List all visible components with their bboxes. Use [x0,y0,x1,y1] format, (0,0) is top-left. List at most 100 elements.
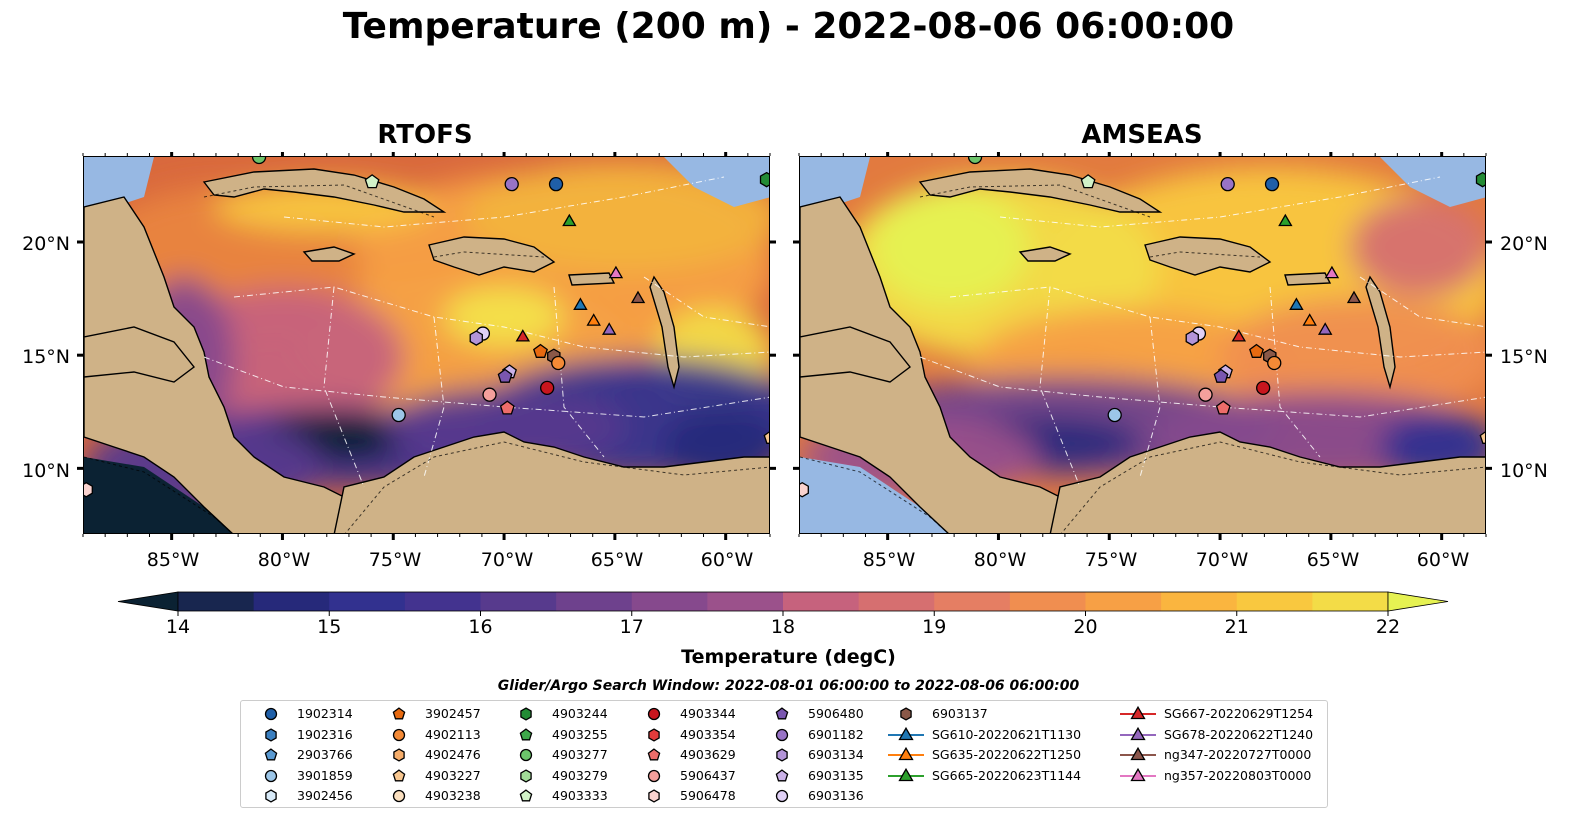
circle-marker-icon [264,769,278,783]
platform-marker[interactable] [469,330,483,346]
platform-marker[interactable] [759,171,771,188]
cuba-land [918,168,1163,213]
puerto-rico-land [1284,272,1332,286]
hexagon-marker-icon [520,769,532,783]
hexagon-marker-icon [900,707,912,721]
platform-marker[interactable] [1317,322,1333,335]
platform-marker[interactable] [533,343,548,358]
platform-marker[interactable] [1278,213,1293,227]
platform-marker[interactable] [1479,431,1486,444]
lat-tick-label: 15°N [22,346,70,368]
colorbar-segment [1312,592,1389,611]
platform-marker[interactable] [499,400,515,415]
axis-tick-marks [77,152,1492,540]
colorbar-min-arrow [117,591,179,612]
platform-marker[interactable] [391,407,406,423]
triangle-marker-icon [1120,705,1156,720]
platform-marker[interactable] [84,481,93,498]
legend-label: 4903277 [552,747,608,762]
colorbar-tick-label: 21 [1224,616,1249,638]
colorbar-label: Temperature (degC) [681,646,896,668]
legend-label: 6903134 [808,747,864,762]
platform-marker[interactable] [1302,313,1317,326]
platform-marker[interactable] [1264,177,1280,192]
hexagon-marker-icon [648,789,660,803]
colorbar-tick-label: 17 [619,616,644,638]
platform-marker[interactable] [630,290,646,304]
lon-tick-label: 60°W [701,549,754,571]
platform-marker[interactable] [1289,297,1304,310]
lon-tick-label: 80°W [974,549,1027,571]
legend-label: 4903244 [552,706,608,721]
lon-tick-label: 70°W [481,549,534,571]
platform-marker[interactable] [364,174,380,189]
circle-marker-icon [647,707,661,721]
platform-marker[interactable] [573,297,588,310]
jamaica-land [1018,246,1072,262]
legend-label: 4903344 [680,706,736,721]
atlantic-shelf [1380,157,1485,207]
platform-marker[interactable] [1475,171,1487,188]
platform-marker[interactable] [497,368,513,383]
platform-marker[interactable] [763,431,770,444]
map-panel-rtofs[interactable] [83,156,770,534]
legend-label: 4903227 [425,768,481,783]
platform-marker[interactable] [1213,368,1229,383]
platform-marker[interactable] [601,322,617,335]
lon-tick-label: 75°W [369,549,422,571]
legend-label: 4903629 [680,747,736,762]
map-panel-amseas[interactable] [799,156,1486,534]
triangle-marker-icon [888,746,924,761]
triangle-marker-icon [1120,767,1156,782]
south-america-land [333,431,769,533]
platform-marker[interactable] [1231,329,1247,342]
platform-marker[interactable] [551,355,566,371]
legend-label: SG610-20220621T1130 [932,727,1082,742]
platform-marker[interactable] [1220,177,1235,192]
platform-marker[interactable] [800,481,809,498]
colorbar-tick-label: 15 [317,616,342,638]
legend-label: 3901859 [297,768,353,783]
hexagon-marker-icon [648,728,660,742]
pentagon-marker-icon [647,748,661,761]
platform-marker[interactable] [548,177,564,192]
platform-marker[interactable] [482,387,497,402]
search-window-caption: Glider/Argo Search Window: 2022-08-01 06… [497,678,1080,694]
hexagon-marker-icon [265,728,277,742]
panel-title-amseas: AMSEAS [1081,120,1203,150]
lon-tick-label: 75°W [1085,549,1138,571]
platform-marker[interactable] [1249,343,1264,358]
platform-marker[interactable] [1215,400,1231,415]
colorbar-tick-label: 14 [165,616,191,638]
triangle-marker-icon [1120,746,1156,761]
platform-marker[interactable] [1107,407,1122,423]
lat-tick-label: 20°N [1500,233,1548,255]
platform-marker[interactable] [562,213,577,227]
figure-title: Temperature (200 m) - 2022-08-06 06:00:0… [342,6,1235,47]
platform-marker[interactable] [586,313,601,326]
platform-marker[interactable] [967,157,983,165]
temperature-map-rtofs [84,157,771,533]
colorbar-segment [783,592,860,611]
platform-marker[interactable] [1346,290,1362,304]
platform-marker[interactable] [1256,380,1271,396]
pentagon-marker-icon [392,707,406,720]
platform-marker[interactable] [1185,330,1199,346]
platform-marker[interactable] [1324,265,1340,279]
pentagon-marker-icon [519,789,533,802]
platform-marker[interactable] [515,329,531,342]
legend-label: 2903766 [297,747,353,762]
legend-label: 5906478 [680,788,736,803]
platform-marker[interactable] [1267,355,1282,371]
legend-label: 6901182 [808,727,864,742]
legend-label: ng357-20220803T0000 [1164,768,1312,783]
platform-marker[interactable] [1080,174,1096,189]
colorbar-segment [1161,592,1238,611]
platform-marker[interactable] [540,380,555,396]
platform-marker[interactable] [608,265,624,279]
legend-label: 5906480 [808,706,864,721]
platform-marker[interactable] [504,177,519,192]
platform-marker[interactable] [251,157,267,165]
hexagon-marker-icon [520,707,532,721]
platform-marker[interactable] [1198,387,1213,402]
